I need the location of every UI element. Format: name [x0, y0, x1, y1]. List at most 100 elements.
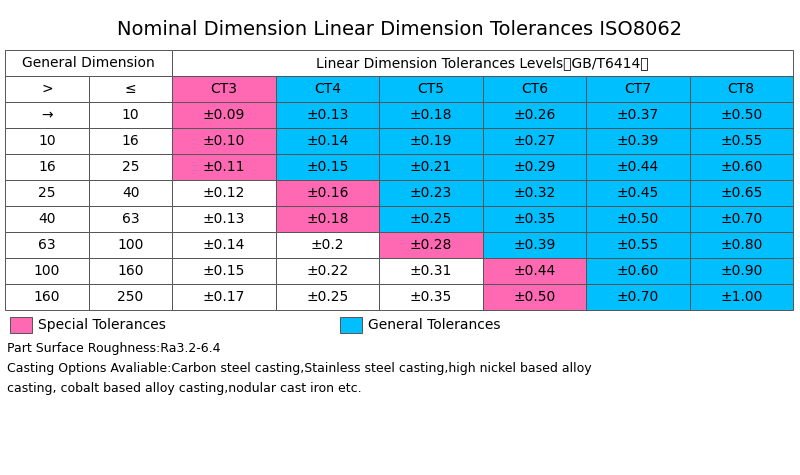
Text: 160: 160	[34, 290, 60, 304]
Bar	[586, 154, 690, 180]
Text: Linear Dimension Tolerances Levels（GB/T6414）: Linear Dimension Tolerances Levels（GB/T6…	[317, 56, 649, 70]
Bar	[10, 317, 32, 333]
Text: ±1.00: ±1.00	[720, 290, 762, 304]
Bar	[586, 258, 690, 284]
Text: 40: 40	[38, 212, 56, 226]
Bar	[89, 128, 173, 154]
Bar	[5, 284, 89, 310]
Bar	[276, 76, 379, 102]
Bar	[5, 50, 173, 76]
Text: ±0.12: ±0.12	[203, 186, 246, 200]
Bar	[482, 232, 586, 258]
Text: >: >	[41, 82, 53, 96]
Text: ±0.22: ±0.22	[306, 264, 349, 278]
Text: CT5: CT5	[418, 82, 445, 96]
Text: 63: 63	[122, 212, 139, 226]
Text: Part Surface Roughness:Ra3.2-6.4: Part Surface Roughness:Ra3.2-6.4	[7, 342, 221, 355]
Bar	[173, 284, 276, 310]
Bar	[482, 76, 586, 102]
Text: ±0.25: ±0.25	[410, 212, 452, 226]
Text: 100: 100	[118, 238, 144, 252]
Bar	[89, 258, 173, 284]
Text: ±0.31: ±0.31	[410, 264, 452, 278]
Bar	[379, 180, 482, 206]
Bar	[5, 232, 89, 258]
Text: ±0.15: ±0.15	[306, 160, 349, 174]
Bar	[379, 232, 482, 258]
Text: ±0.90: ±0.90	[720, 264, 762, 278]
Text: ±0.29: ±0.29	[514, 160, 556, 174]
Text: ±0.25: ±0.25	[306, 290, 349, 304]
Text: ±0.55: ±0.55	[720, 134, 762, 148]
Text: ≤: ≤	[125, 82, 136, 96]
Text: Casting Options Avaliable:Carbon steel casting,Stainless steel casting,high nick: Casting Options Avaliable:Carbon steel c…	[7, 362, 592, 375]
Text: ±0.18: ±0.18	[410, 108, 452, 122]
Text: ±0.45: ±0.45	[617, 186, 659, 200]
Text: CT8: CT8	[728, 82, 755, 96]
Text: 160: 160	[118, 264, 144, 278]
Text: ±0.18: ±0.18	[306, 212, 349, 226]
Bar	[173, 128, 276, 154]
Text: CT6: CT6	[521, 82, 548, 96]
Bar	[5, 180, 89, 206]
Text: ±0.26: ±0.26	[514, 108, 556, 122]
Bar	[379, 102, 482, 128]
Text: casting, cobalt based alloy casting,nodular cast iron etc.: casting, cobalt based alloy casting,nodu…	[7, 382, 362, 395]
Bar	[690, 154, 793, 180]
Bar	[89, 154, 173, 180]
Bar	[690, 258, 793, 284]
Bar	[276, 284, 379, 310]
Text: →: →	[41, 108, 53, 122]
Text: ±0.09: ±0.09	[203, 108, 246, 122]
Bar	[173, 50, 793, 76]
Text: ±0.13: ±0.13	[203, 212, 246, 226]
Text: Special Tolerances: Special Tolerances	[38, 318, 166, 332]
Bar	[586, 180, 690, 206]
Text: ±0.35: ±0.35	[514, 212, 555, 226]
Bar	[173, 258, 276, 284]
Text: ±0.70: ±0.70	[720, 212, 762, 226]
Bar	[276, 180, 379, 206]
Bar	[89, 76, 173, 102]
Text: CT7: CT7	[624, 82, 651, 96]
Bar	[173, 232, 276, 258]
Text: ±0.60: ±0.60	[617, 264, 659, 278]
Bar	[482, 180, 586, 206]
Text: ±0.50: ±0.50	[617, 212, 659, 226]
Bar	[173, 102, 276, 128]
Bar	[690, 76, 793, 102]
Text: 250: 250	[118, 290, 144, 304]
Bar	[276, 258, 379, 284]
Text: ±0.50: ±0.50	[514, 290, 555, 304]
Bar	[5, 76, 89, 102]
Bar	[482, 258, 586, 284]
Text: ±0.60: ±0.60	[720, 160, 762, 174]
Bar	[173, 206, 276, 232]
Text: ±0.21: ±0.21	[410, 160, 452, 174]
Text: ±0.44: ±0.44	[617, 160, 659, 174]
Bar	[586, 102, 690, 128]
Text: 63: 63	[38, 238, 56, 252]
Bar	[379, 284, 482, 310]
Text: Nominal Dimension Linear Dimension Tolerances ISO8062: Nominal Dimension Linear Dimension Toler…	[118, 20, 682, 39]
Bar	[690, 102, 793, 128]
Bar	[276, 102, 379, 128]
Bar	[482, 206, 586, 232]
Bar	[586, 284, 690, 310]
Bar	[276, 128, 379, 154]
Text: ±0.55: ±0.55	[617, 238, 659, 252]
Text: General Tolerances: General Tolerances	[368, 318, 501, 332]
Bar	[89, 284, 173, 310]
Bar	[690, 232, 793, 258]
Text: ±0.23: ±0.23	[410, 186, 452, 200]
Bar	[482, 154, 586, 180]
Text: CT4: CT4	[314, 82, 341, 96]
Bar	[89, 232, 173, 258]
Bar	[89, 180, 173, 206]
Bar	[690, 206, 793, 232]
Bar	[173, 76, 276, 102]
Bar	[586, 206, 690, 232]
Bar	[586, 76, 690, 102]
Text: ±0.13: ±0.13	[306, 108, 349, 122]
Text: ±0.35: ±0.35	[410, 290, 452, 304]
